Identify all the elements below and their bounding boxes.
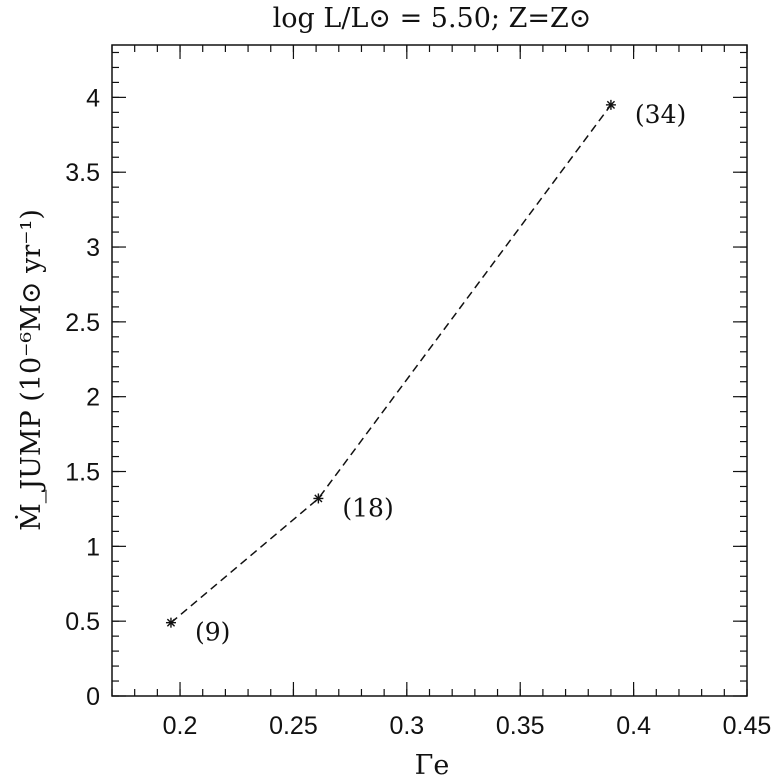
y-tick-label: 0.5 bbox=[65, 608, 100, 636]
data-point-marker bbox=[165, 617, 176, 628]
y-tick-label: 3 bbox=[86, 234, 100, 262]
data-point-label: (34) bbox=[635, 100, 686, 129]
series-line bbox=[170, 104, 612, 624]
axis-tick-labels: 0.2 0.25 0.3 0.35 0.4 0.45 0 0.5 1 1.5 2 2.5 3 3.5 4 bbox=[65, 84, 771, 740]
chart-title: log L/L⊙ = 5.50; Z=Z⊙ bbox=[273, 3, 592, 34]
data-point-label: (18) bbox=[342, 493, 393, 522]
x-tick-label: 0.3 bbox=[389, 712, 424, 740]
x-tick-label: 0.25 bbox=[269, 712, 318, 740]
axis-ticks bbox=[111, 45, 748, 697]
x-tick-label: 0.4 bbox=[616, 712, 651, 740]
x-tick-label: 0.35 bbox=[496, 712, 545, 740]
y-tick-label: 3.5 bbox=[65, 159, 100, 187]
plot-frame bbox=[111, 44, 748, 697]
y-tick-label: 1.5 bbox=[65, 459, 100, 487]
chart-title-text: log L/L⊙ = 5.50; Z=Z⊙ bbox=[273, 3, 592, 34]
data-series: (9) (18) (34) bbox=[165, 99, 686, 647]
x-axis-label: Γe bbox=[415, 750, 450, 781]
y-tick-label: 2 bbox=[86, 384, 100, 412]
x-tick-label: 0.2 bbox=[163, 712, 198, 740]
y-tick-label: 0 bbox=[86, 683, 100, 711]
x-axis-label-text: Γe bbox=[415, 750, 450, 781]
data-point-label: (9) bbox=[195, 618, 230, 647]
x-tick-label: 0.45 bbox=[723, 712, 772, 740]
y-tick-label: 1 bbox=[86, 533, 100, 561]
y-axis-label: Ṁ_JUMP (10⁻⁶M⊙ yr⁻¹) bbox=[14, 209, 47, 531]
y-axis-label-text: Ṁ_JUMP (10⁻⁶M⊙ yr⁻¹) bbox=[14, 209, 47, 531]
data-point-marker bbox=[313, 493, 324, 504]
y-tick-label: 2.5 bbox=[65, 309, 100, 337]
y-tick-label: 4 bbox=[86, 84, 100, 112]
data-point-marker bbox=[605, 99, 616, 110]
